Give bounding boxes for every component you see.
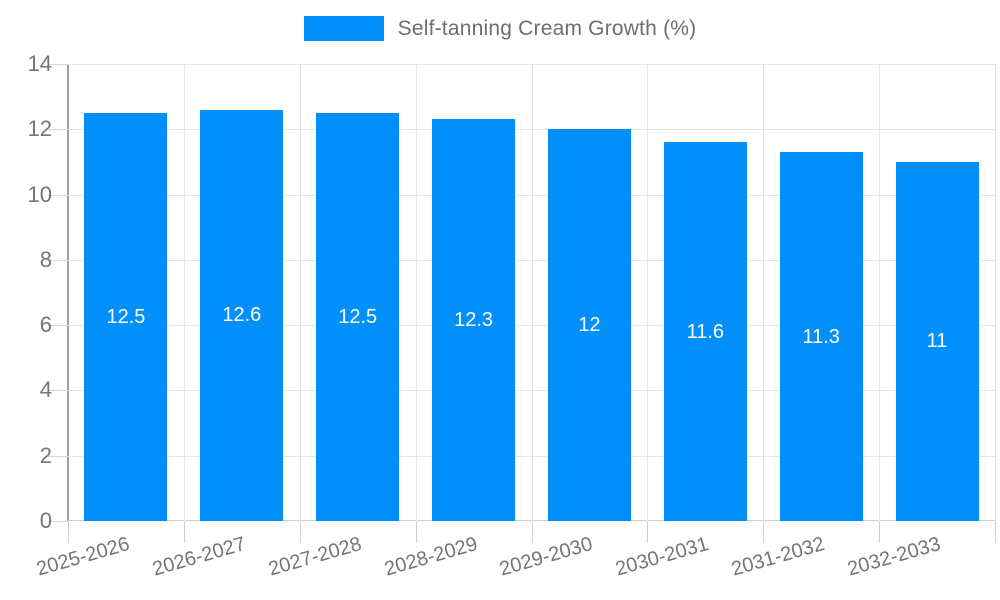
vertical-gridline bbox=[763, 64, 765, 521]
bar[interactable] bbox=[316, 112, 400, 521]
vertical-gridline bbox=[995, 64, 996, 521]
y-axis-tick-label: 6 bbox=[39, 312, 52, 338]
y-axis-tick-label: 8 bbox=[39, 246, 52, 272]
vertical-gridline bbox=[647, 64, 649, 521]
vertical-gridline bbox=[183, 64, 185, 521]
x-axis-tick bbox=[299, 521, 301, 543]
y-axis-tick bbox=[48, 129, 68, 131]
vertical-gridline bbox=[879, 64, 881, 521]
vertical-gridline bbox=[299, 64, 301, 521]
y-axis-tick bbox=[48, 259, 68, 261]
x-axis-tick bbox=[531, 521, 533, 543]
bar[interactable] bbox=[547, 129, 631, 521]
y-axis-tick-label: 4 bbox=[39, 377, 52, 403]
y-axis-tick bbox=[48, 390, 68, 392]
legend-label: Self-tanning Cream Growth (%) bbox=[397, 16, 697, 40]
y-axis-tick-label: 10 bbox=[27, 181, 52, 207]
y-axis-tick-label: 12 bbox=[27, 116, 52, 142]
x-axis-tick bbox=[763, 521, 765, 543]
bar[interactable] bbox=[779, 152, 863, 521]
x-axis-tick bbox=[995, 521, 996, 543]
bar[interactable] bbox=[200, 109, 284, 521]
y-axis-tick-label: 2 bbox=[39, 442, 52, 468]
legend[interactable]: Self-tanning Cream Growth (%) bbox=[0, 16, 1000, 41]
y-axis-tick bbox=[48, 64, 68, 65]
y-axis-tick bbox=[48, 521, 68, 522]
x-axis-tick bbox=[879, 521, 881, 543]
bar[interactable] bbox=[432, 119, 516, 521]
bar[interactable] bbox=[663, 142, 747, 521]
vertical-gridline bbox=[531, 64, 533, 521]
bar[interactable] bbox=[84, 112, 168, 521]
y-axis-tick-label: 14 bbox=[27, 51, 52, 76]
y-axis-tick bbox=[48, 194, 68, 196]
y-axis-tick bbox=[48, 325, 68, 327]
x-axis-tick bbox=[415, 521, 417, 543]
vertical-gridline bbox=[415, 64, 417, 521]
bar[interactable] bbox=[895, 161, 979, 521]
y-axis-tick bbox=[48, 455, 68, 457]
plot-area: 0 2 4 6 8 10 12 14 12.5 2025-2026 12.6 2026-2027 12.… bbox=[28, 53, 996, 581]
x-axis-tick bbox=[183, 521, 185, 543]
y-axis-line bbox=[67, 64, 69, 521]
y-axis-tick-label: 0 bbox=[39, 508, 52, 533]
x-axis-tick bbox=[68, 521, 69, 543]
x-axis-tick bbox=[647, 521, 649, 543]
legend-swatch-icon bbox=[303, 16, 384, 41]
